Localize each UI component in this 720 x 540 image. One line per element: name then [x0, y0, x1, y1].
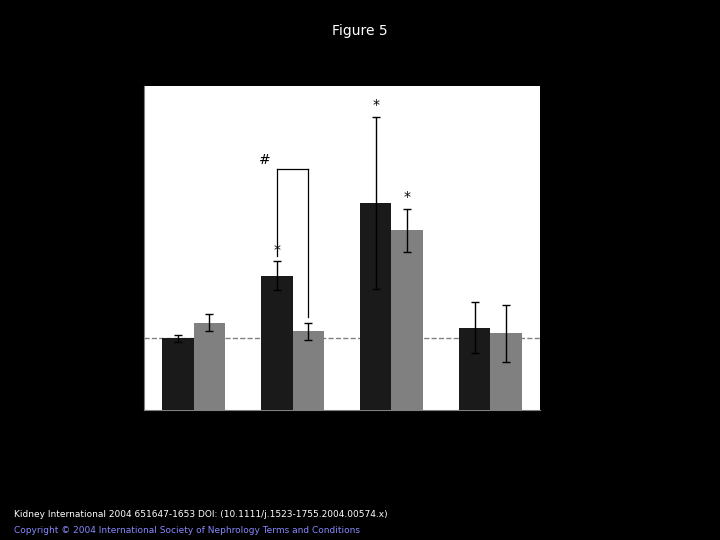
Bar	[261, 276, 292, 410]
Bar	[292, 331, 324, 410]
Text: #: #	[259, 153, 271, 167]
Text: *: *	[273, 243, 280, 257]
Bar	[490, 333, 522, 410]
Text: Figure 5: Figure 5	[332, 24, 388, 38]
Text: *: *	[404, 191, 411, 205]
Bar	[194, 322, 225, 410]
Bar	[162, 339, 194, 410]
Bar	[360, 203, 392, 410]
Text: Kidney International 2004 651647-1653 DOI: (10.1111/j.1523-1755.2004.00574.x): Kidney International 2004 651647-1653 DO…	[14, 510, 388, 519]
Text: Copyright © 2004 International Society of Nephrology Terms and Conditions: Copyright © 2004 International Society o…	[14, 525, 361, 535]
Bar	[392, 231, 423, 410]
Text: *: *	[372, 98, 379, 112]
Y-axis label: MCP-1, % control: MCP-1, % control	[94, 195, 107, 301]
Bar	[459, 328, 490, 410]
